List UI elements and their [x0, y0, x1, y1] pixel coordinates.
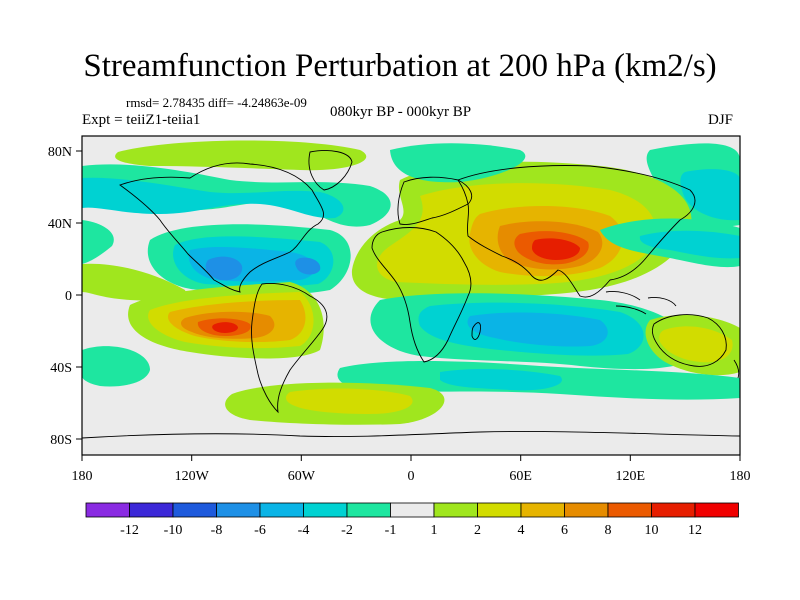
colorbar-box	[477, 502, 522, 518]
australia-high-2	[659, 326, 733, 363]
lat-label: 40N	[48, 217, 72, 232]
colorbar-label: 4	[518, 523, 525, 538]
coast-south-america	[251, 283, 328, 414]
coast-europe	[397, 176, 472, 225]
stats-text: rmsd= 2.78435 diff= -4.24863e-09	[126, 95, 307, 110]
lon-label: 180	[730, 469, 751, 484]
colorbar-labels: -12 -10 -8 -6 -4 -2 -1 1 2 4 6 8 10 12	[120, 523, 702, 538]
atlantic-low	[390, 143, 526, 183]
coastlines	[82, 150, 740, 439]
lat-label: 0	[65, 289, 72, 304]
colorbar-label: -12	[120, 523, 139, 538]
lat-label: 80S	[50, 433, 72, 448]
northern-band-inner	[82, 177, 344, 219]
colorbar-box	[607, 502, 652, 518]
colorbar-box	[85, 502, 130, 518]
arctic-band	[115, 140, 367, 171]
lat-axis	[76, 150, 82, 440]
lon-label: 0	[408, 469, 415, 484]
experiment-label: Expt = teiiZ1-teiia1	[82, 112, 201, 128]
colorbar	[85, 502, 739, 518]
map-field	[82, 136, 740, 455]
lat-label: 40S	[50, 361, 72, 376]
colorbar-box	[564, 502, 609, 518]
colorbar-box	[390, 502, 435, 518]
colorbar-label: -10	[164, 523, 183, 538]
southern-belt-2	[440, 369, 562, 391]
colorbar-box	[651, 502, 696, 518]
colorbar-label: -2	[341, 523, 353, 538]
page-title: Streamfunction Perturbation at 200 hPa (…	[83, 48, 717, 84]
tropical-low-6b	[295, 257, 321, 275]
colorbar-box	[346, 502, 391, 518]
south-atlantic-high-2	[285, 388, 413, 414]
colorbar-box	[216, 502, 261, 518]
colorbar-label: -1	[385, 523, 397, 538]
east-low-2	[639, 230, 740, 259]
season-label: DJF	[708, 112, 734, 128]
asia-high-10	[532, 238, 580, 260]
lon-labels: 180 120W 60W 0 60E 120E 180	[72, 469, 751, 484]
coast-madagascar	[471, 322, 481, 340]
lon-label: 120W	[175, 469, 210, 484]
colorbar-label: -6	[254, 523, 266, 538]
lon-label: 60W	[288, 469, 316, 484]
colorbar-box	[303, 502, 348, 518]
colorbar-label: 10	[645, 523, 659, 538]
colorbar-box	[129, 502, 174, 518]
south-high-10	[212, 322, 238, 333]
lon-label: 180	[72, 469, 93, 484]
coast-greenland	[308, 150, 353, 191]
coast-north-america	[119, 162, 324, 293]
west-band-2	[82, 263, 186, 301]
colorbar-box	[520, 502, 565, 518]
west-band	[82, 220, 114, 264]
colorbar-box	[259, 502, 304, 518]
period-label: 080kyr BP - 000kyr BP	[330, 104, 472, 120]
coast-asia	[457, 165, 696, 298]
coast-antarctica	[82, 431, 740, 439]
colorbar-label: 6	[561, 523, 568, 538]
coast-new-zealand	[733, 359, 740, 379]
lon-axis	[81, 455, 741, 461]
indian-low-4	[467, 312, 608, 347]
pacific-blob-north-inner	[680, 169, 740, 221]
colorbar-label: 1	[431, 523, 438, 538]
coast-indonesia	[605, 291, 677, 315]
colorbar-label: 8	[605, 523, 612, 538]
lon-label: 60E	[509, 469, 532, 484]
colorbar-box	[172, 502, 217, 518]
coast-australia	[651, 314, 727, 367]
lat-labels: 80N 40N 0 40S 80S	[48, 145, 72, 448]
coast-africa	[371, 227, 472, 363]
colorbar-box	[694, 502, 739, 518]
left-blob	[82, 346, 150, 387]
colorbar-label: -4	[298, 523, 310, 538]
colorbar-box	[433, 502, 478, 518]
tropical-low-6a	[205, 256, 243, 281]
colorbar-label: 12	[688, 523, 702, 538]
colorbar-label: 2	[474, 523, 481, 538]
colorbar-label: -8	[211, 523, 223, 538]
lat-label: 80N	[48, 145, 72, 160]
lon-label: 120E	[616, 469, 646, 484]
